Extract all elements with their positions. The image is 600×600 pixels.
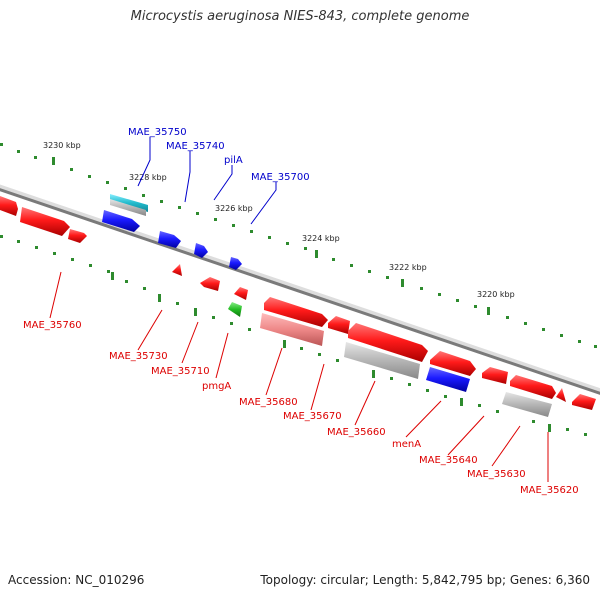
scale-label-3224: 3224 kbp [302,234,340,243]
gene-label[interactable]: menA [392,439,421,450]
gene-label[interactable]: MAE_35640 [419,455,478,466]
genome-backbone-core [0,188,600,395]
gene-label[interactable]: pmgA [202,381,231,392]
gene-feature[interactable] [572,394,596,410]
scale-labels: 3230 kbp 3228 kbp 3226 kbp 3224 kbp 3222… [43,141,515,299]
gene-feature[interactable] [158,231,181,248]
gene-label[interactable]: MAE_35710 [151,366,210,377]
gene-label[interactable]: MAE_35630 [467,469,526,480]
gene-feature[interactable] [430,351,476,376]
gene-feature[interactable] [234,287,248,300]
scale-track-top [0,143,597,348]
scale-label-3230: 3230 kbp [43,141,81,150]
leader-lines-top [137,137,277,225]
gene-feature[interactable] [194,243,208,258]
genome-summary-text: Topology: circular; Length: 5,842,795 bp… [260,573,590,587]
gene-feature[interactable] [502,392,552,417]
gene-feature[interactable] [110,194,148,212]
gene-label[interactable]: pilA [224,155,243,166]
scale-label-3222: 3222 kbp [389,263,427,272]
gene-feature[interactable] [426,367,470,392]
gene-label[interactable]: MAE_35660 [327,427,386,438]
scale-track-bottom [0,235,587,436]
gene-feature[interactable] [510,375,556,399]
genome-backbone [0,184,600,395]
gene-feature[interactable] [264,297,328,327]
gene-feature[interactable] [68,229,87,243]
gene-label[interactable]: MAE_35620 [520,485,579,496]
gene-feature[interactable] [344,342,420,379]
gene-label[interactable]: MAE_35730 [109,351,168,362]
gene-feature[interactable] [102,210,140,232]
gene-label[interactable]: MAE_35680 [239,397,298,408]
gene-label[interactable]: MAE_35760 [23,320,82,331]
gene-label[interactable]: MAE_35670 [283,411,342,422]
gene-feature[interactable] [260,313,324,346]
gene-labels-top: MAE_35750 MAE_35740 pilA MAE_35700 [128,127,310,183]
scale-label-3228: 3228 kbp [129,173,167,182]
gene-label[interactable]: MAE_35750 [128,127,187,138]
genes-reverse-strand [172,264,596,417]
gene-feature[interactable] [556,388,566,402]
gene-feature[interactable] [200,277,220,291]
gene-feature[interactable] [110,199,146,216]
gene-label[interactable]: MAE_35740 [166,141,225,152]
gene-feature[interactable] [328,316,350,334]
scale-label-3220: 3220 kbp [477,290,515,299]
gene-feature[interactable] [482,367,508,384]
gene-label[interactable]: MAE_35700 [251,172,310,183]
map-title: Microcystis aeruginosa NIES-843, complet… [130,9,470,24]
gene-feature[interactable] [0,196,18,216]
gene-feature[interactable] [20,207,70,236]
gene-feature[interactable] [228,302,242,317]
gene-labels-bottom: MAE_35760 MAE_35730 MAE_35710 pmgA MAE_3… [23,320,579,496]
scale-label-3226: 3226 kbp [215,204,253,213]
gene-feature[interactable] [229,257,242,270]
accession-text: Accession: NC_010296 [8,573,145,587]
leader-lines-bottom [49,271,549,482]
gene-feature[interactable] [172,264,182,276]
gene-feature[interactable] [348,323,428,362]
genes-forward-strand [0,194,242,270]
